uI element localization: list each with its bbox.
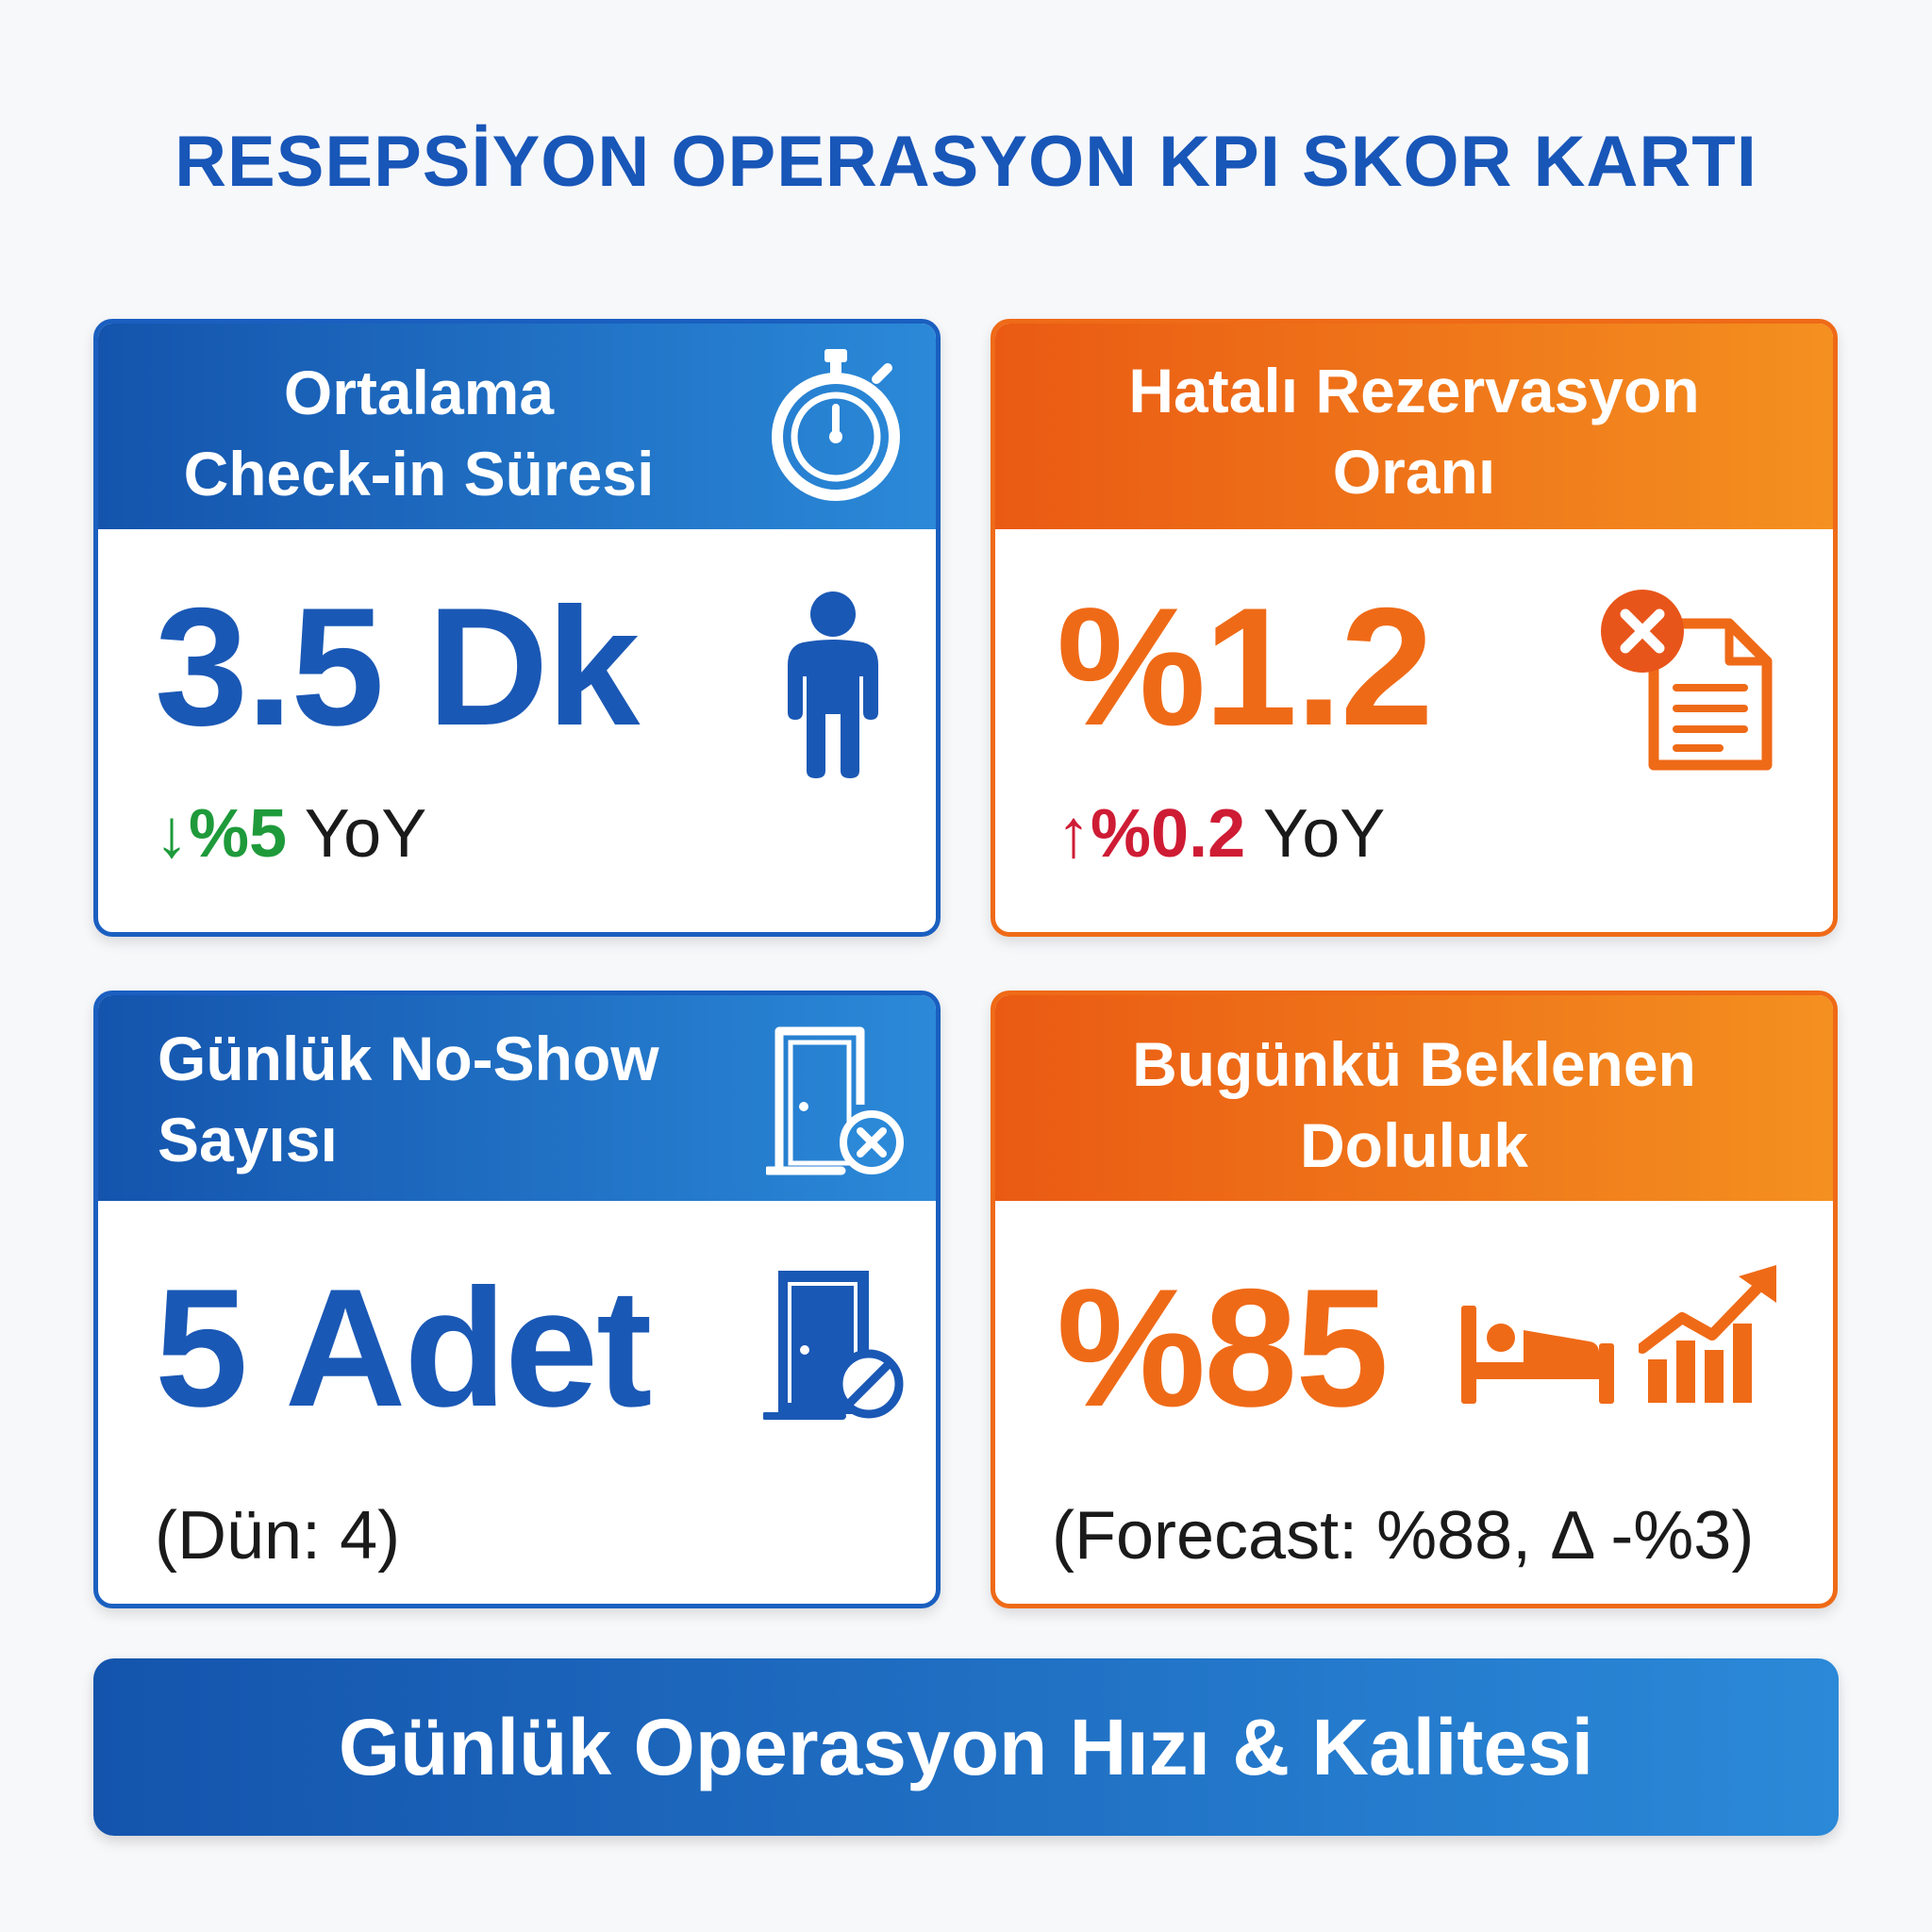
card-title: Günlük No-Show Sayısı [158,1018,799,1180]
growth-chart-icon [1639,1265,1776,1403]
kpi-value: 3.5 Dk [155,573,640,760]
kpi-card-expected-occupancy: Bugünkü Beklenen Doluluk %85 (Forecast: … [991,991,1838,1608]
trend-line: ↑%0.2 YoY [1057,795,1385,873]
card-title: Bugünkü Beklenen Doluluk [995,1024,1833,1186]
card-title: Hatalı Rezervasyon Oranı [995,350,1833,512]
footer-banner: Günlük Operasyon Hızı & Kalitesi [93,1658,1839,1836]
comparison-note: (Dün: 4) [155,1498,401,1574]
kpi-card-error-reservation-rate: Hatalı Rezervasyon Oranı %1.2 ↑%0.2 YoY [991,319,1838,937]
card-title-line-1: Ortalama [283,358,555,427]
card-title-line-2: Doluluk [1300,1110,1528,1180]
card-header: Günlük No-Show Sayısı [98,995,936,1201]
door-cancel-icon [766,1026,904,1175]
card-title-line-1: Bugünkü Beklenen [1132,1029,1696,1099]
kpi-card-checkin-time: Ortalama Check-in Süresi 3.5 Dk ↓%5 YoY [93,319,941,937]
card-header: Hatalı Rezervasyon Oranı [995,324,1833,529]
card-title: Ortalama Check-in Süresi [98,352,740,514]
card-header: Ortalama Check-in Süresi [98,324,936,529]
person-icon [788,591,878,778]
card-title-line-1: Günlük No-Show [158,1024,659,1093]
trend-suffix: YoY [1245,796,1386,872]
forecast-note: (Forecast: %88, Δ -%3) [1052,1498,1755,1574]
card-title-line-2: Oranı [1332,437,1496,507]
card-title-line-1: Hatalı Rezervasyon [1128,356,1700,425]
stopwatch-icon [772,349,900,501]
footer-label: Günlük Operasyon Hızı & Kalitesi [338,1703,1594,1791]
kpi-value: %1.2 [1057,573,1434,760]
door-blocked-icon [763,1271,904,1420]
trend-up-arrow: ↑ [1057,796,1091,872]
card-title-line-2: Sayısı [158,1105,338,1174]
trend-change: %0.2 [1091,796,1246,872]
card-title-line-2: Check-in Süresi [183,439,655,508]
trend-change: %5 [189,796,288,872]
kpi-value: %85 [1057,1254,1389,1441]
card-header: Bugünkü Beklenen Doluluk [995,995,1833,1201]
trend-suffix: YoY [287,796,427,872]
page-title: RESEPSİYON OPERASYON KPI SKOR KARTI [175,122,1757,202]
error-document-icon [1601,590,1773,771]
kpi-value: 5 Adet [155,1254,652,1441]
kpi-card-no-show-count: Günlük No-Show Sayısı 5 Adet (Dün: 4) [93,991,941,1608]
bed-icon [1461,1306,1614,1404]
trend-down-arrow: ↓ [155,796,189,872]
trend-line: ↓%5 YoY [155,795,426,873]
